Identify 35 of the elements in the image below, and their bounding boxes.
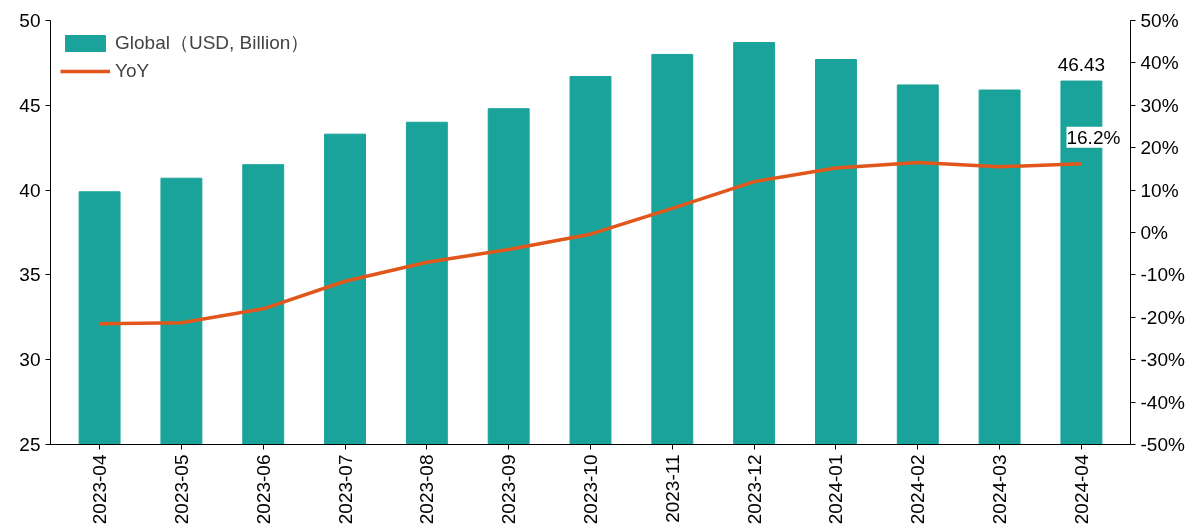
x-tick-label: 2023-05 xyxy=(170,454,192,525)
x-tick-label: 2023-11 xyxy=(661,454,683,523)
data-label: 46.43 xyxy=(1057,54,1106,76)
x-tick-label: 2023-04 xyxy=(89,454,111,525)
x-tick-label: 2024-04 xyxy=(1070,454,1092,525)
x-tick-label: 2023-09 xyxy=(498,454,520,525)
y-tick-label: 40 xyxy=(19,179,41,201)
y2-tick-label: 30% xyxy=(1140,94,1179,116)
legend-label: YoY xyxy=(115,60,150,82)
y-tick-label: 35 xyxy=(19,264,41,286)
y2-tick-label: -10% xyxy=(1140,264,1185,286)
y2-tick-label: 50% xyxy=(1140,10,1179,31)
y2-tick-label: 20% xyxy=(1140,137,1179,159)
y-tick-label: 45 xyxy=(19,94,41,116)
x-tick-label: 2024-01 xyxy=(825,454,847,525)
y-tick-label: 50 xyxy=(19,10,41,31)
y2-tick-label: -20% xyxy=(1140,306,1185,328)
legend-label: Global（USD, Billion） xyxy=(115,31,310,55)
x-tick-label: 2023-06 xyxy=(252,454,274,525)
x-tick-label: 2023-08 xyxy=(416,454,438,525)
x-tick-label: 2023-12 xyxy=(743,454,765,525)
x-tick-label: 2024-02 xyxy=(907,454,929,525)
y-tick-label: 30 xyxy=(19,349,41,371)
y2-tick-label: 10% xyxy=(1140,179,1179,201)
y-tick-label: 25 xyxy=(19,434,41,455)
y2-tick-label: -50% xyxy=(1140,434,1185,455)
data-label: 16.2% xyxy=(1066,126,1121,148)
y2-tick-label: 0% xyxy=(1140,222,1169,243)
y2-tick-label: -40% xyxy=(1140,391,1185,413)
x-tick-label: 2023-10 xyxy=(580,454,601,525)
line-series xyxy=(97,160,1084,326)
x-tick-label: 2023-07 xyxy=(334,454,356,525)
y2-tick-label: 40% xyxy=(1140,52,1179,74)
y2-tick-label: -30% xyxy=(1140,349,1185,371)
x-tick-label: 2024-03 xyxy=(989,454,1011,525)
